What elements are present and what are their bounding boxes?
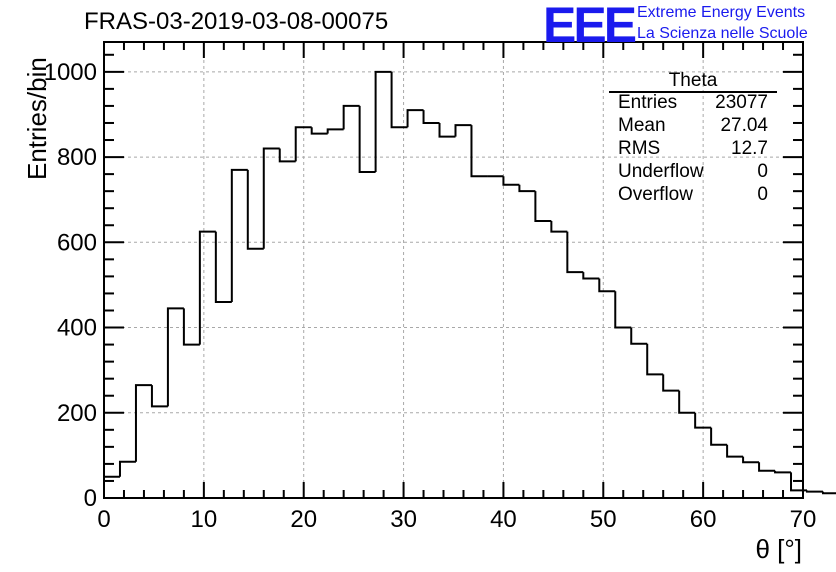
histogram-bin [198, 230, 216, 345]
y-tick-label: 400 [57, 315, 97, 342]
stat-value: 0 [757, 161, 768, 182]
histogram-bin [358, 105, 376, 173]
histogram-bin [790, 472, 807, 492]
histogram-bin [726, 444, 744, 458]
x-tick-label: 0 [97, 506, 110, 533]
logo-text-line-1: Extreme Energy Events [637, 4, 806, 21]
x-tick-label: 60 [690, 506, 717, 533]
histogram-bin [646, 343, 664, 376]
histogram-bin [774, 470, 792, 474]
histogram-bin [246, 169, 264, 250]
y-tick-label: 200 [57, 400, 97, 427]
stat-row-underflow: Underflow 0 [618, 161, 768, 184]
x-tick-label: 40 [490, 506, 517, 533]
histogram-bin [118, 460, 136, 477]
stat-label: RMS [618, 138, 661, 159]
histogram-bin [662, 374, 680, 392]
stat-value: 27.04 [720, 115, 768, 136]
histogram-bin [262, 147, 280, 249]
y-tick-label: 600 [57, 229, 97, 256]
stat-row-rms: RMS 12.7 [618, 138, 768, 161]
histogram-bin [294, 126, 312, 162]
stat-value: 12.7 [731, 138, 768, 159]
histogram-bin [758, 462, 776, 472]
histogram-bin [566, 231, 584, 274]
histogram-bin [454, 124, 472, 137]
grid-lines [104, 42, 803, 498]
x-axis-label: θ [°] [755, 534, 802, 564]
histogram-bin [182, 308, 200, 346]
stat-row-overflow: Overflow 0 [618, 184, 768, 207]
x-tick-label: 70 [790, 506, 817, 533]
histogram-bin [550, 220, 568, 233]
stat-value: 23077 [715, 92, 768, 113]
histogram-bin [326, 128, 344, 134]
stat-row-mean: Mean 27.04 [618, 115, 768, 138]
histogram-bin [630, 327, 648, 345]
statistics-box: Theta Entries 23077 Mean 27.04 RMS 12.7 … [609, 70, 777, 210]
y-axis-label: Entries/bin [22, 57, 52, 180]
histogram-bin [310, 127, 328, 135]
plot-frame [103, 41, 804, 499]
histogram-bin [821, 491, 836, 495]
histogram-bin [214, 231, 232, 303]
histogram-bin [103, 475, 120, 498]
axis-tick-labels: 0 10 20 30 40 50 60 70 0 200 400 600 800 1000 [44, 59, 817, 533]
stat-label: Entries [618, 92, 678, 113]
stat-label: Mean [618, 115, 666, 136]
x-tick-label: 20 [290, 506, 317, 533]
histogram-bin [278, 148, 296, 163]
histogram-bin [742, 456, 760, 464]
histogram-bin [150, 385, 168, 408]
histogram-bin [166, 307, 184, 407]
histogram-bin [342, 104, 360, 130]
stat-label: Underflow [618, 161, 704, 182]
histogram-bin [438, 122, 456, 138]
histogram-bin [134, 384, 152, 462]
stats-title: Theta [668, 70, 718, 91]
histogram-bin [694, 412, 712, 429]
histogram-bin [678, 390, 696, 414]
x-tick-label: 10 [191, 506, 218, 533]
x-tick-label: 50 [590, 506, 617, 533]
eee-logo: EEE [543, 0, 637, 53]
stat-row-entries: Entries 23077 [618, 92, 768, 115]
histogram-bin [710, 427, 728, 446]
stat-value: 0 [757, 184, 768, 205]
histogram-bin [502, 176, 520, 186]
histogram-bin [614, 291, 632, 329]
histogram-bin [534, 191, 552, 222]
histogram-bin [518, 184, 536, 193]
stat-label: Overflow [618, 184, 693, 205]
histogram-bin [582, 272, 600, 280]
axis-ticks [103, 42, 804, 499]
x-tick-label: 30 [390, 506, 417, 533]
chart-title: FRAS-03-2019-03-08-00075 [84, 8, 389, 35]
histogram-bin [470, 125, 488, 178]
histogram-bin [805, 490, 823, 493]
histogram-bin [374, 70, 392, 172]
histogram-bin [390, 71, 408, 129]
y-tick-label: 800 [57, 144, 97, 171]
logo-text-line-2: La Scienza nelle Scuole [637, 25, 808, 42]
histogram-bin [598, 278, 616, 293]
y-tick-label: 0 [84, 485, 97, 512]
stats-title-underline [609, 91, 777, 93]
histogram-bin [406, 109, 424, 128]
histogram-series [103, 70, 836, 498]
y-tick-label: 1000 [44, 59, 97, 86]
histogram-bin [422, 110, 440, 124]
histogram-bin [230, 168, 248, 302]
